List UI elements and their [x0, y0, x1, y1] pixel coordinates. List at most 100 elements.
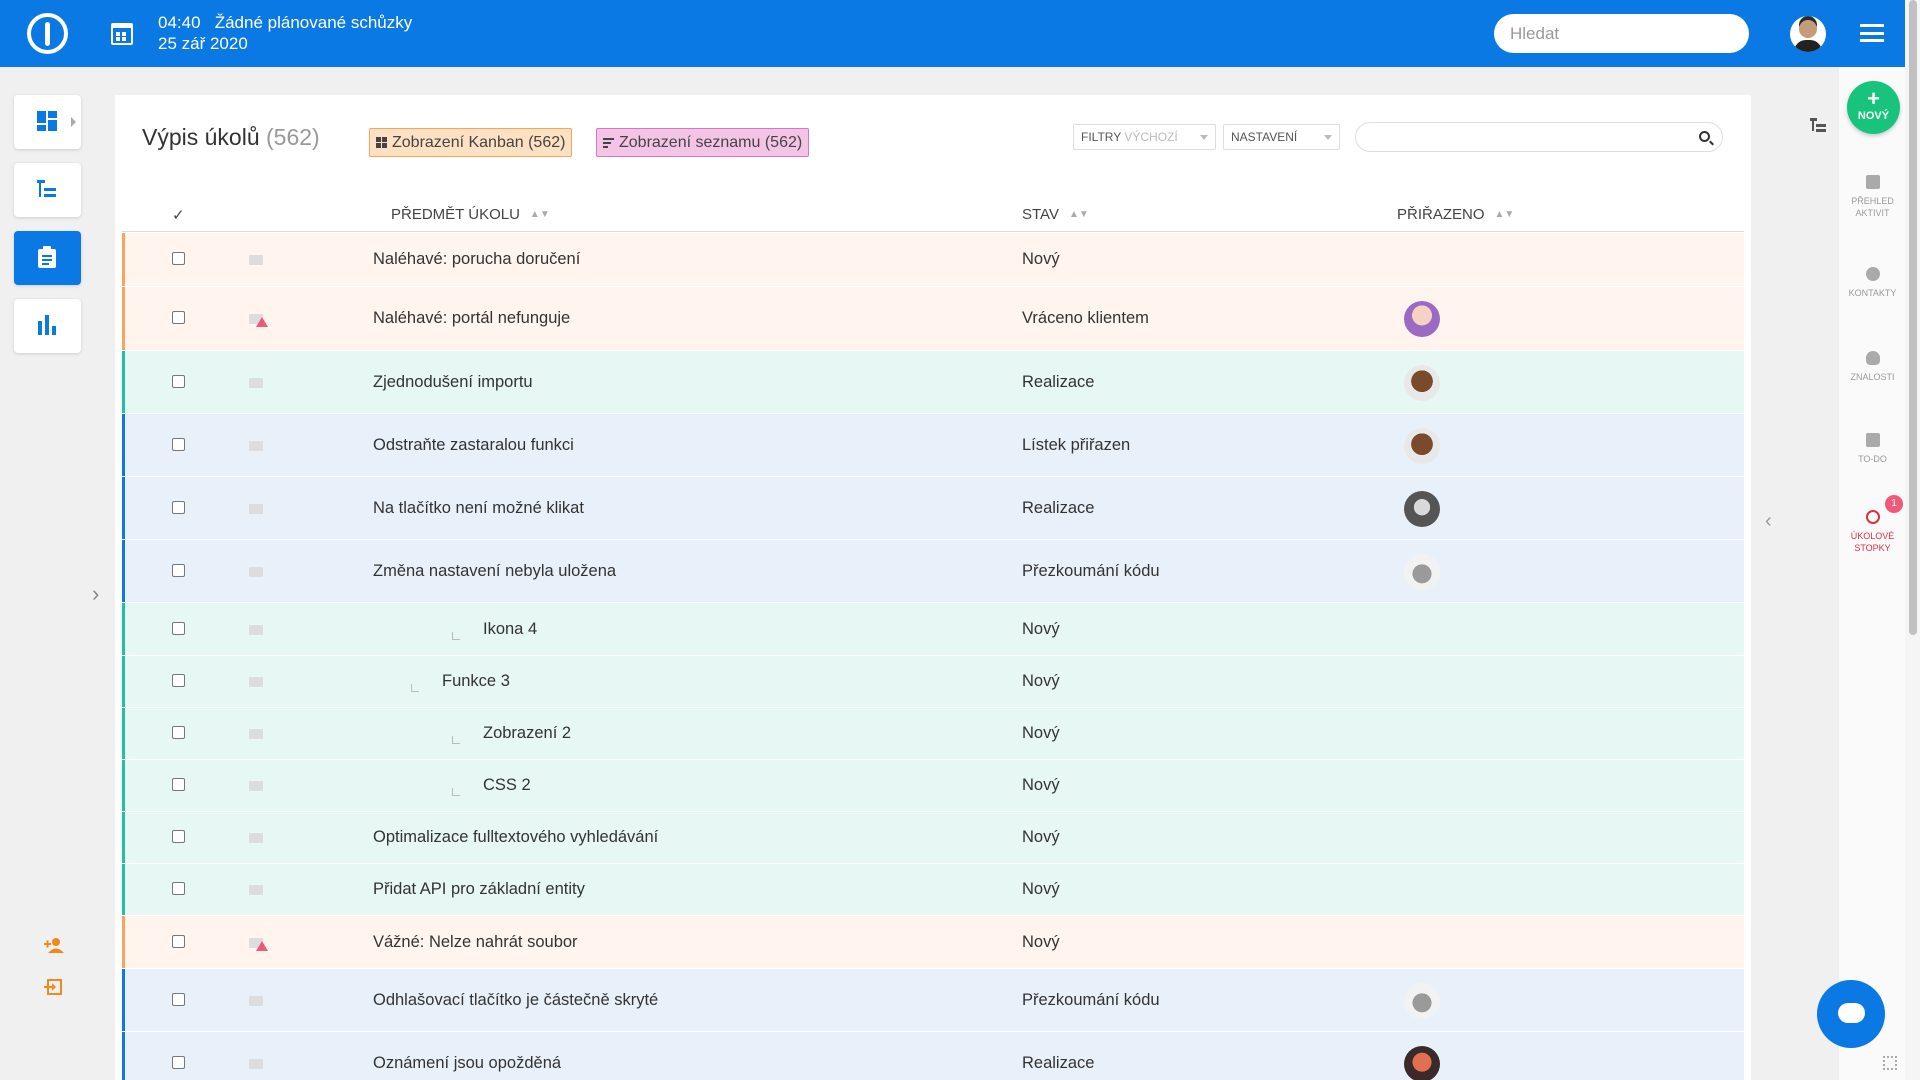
- assignee-avatar[interactable]: [1404, 490, 1440, 527]
- task-subject-link[interactable]: Zobrazení 2: [483, 724, 572, 742]
- kanban-view-button[interactable]: Zobrazení Kanban (562): [369, 128, 573, 157]
- row-checkbox[interactable]: [172, 374, 185, 388]
- mail-icon: [249, 995, 263, 1006]
- task-subject-link[interactable]: CSS 2: [483, 776, 531, 794]
- nav-dashboard-button[interactable]: [14, 95, 81, 149]
- row-checkbox[interactable]: [172, 1055, 185, 1069]
- task-status: Nový: [1022, 250, 1060, 268]
- settings-label: NASTAVENÍ: [1231, 130, 1298, 144]
- left-nav: ›: [0, 67, 100, 1080]
- search-icon[interactable]: [1699, 131, 1710, 142]
- table-row[interactable]: Odstraňte zastaralou funkci Lístek přiřaz…: [122, 414, 1744, 477]
- activity-overview-item[interactable]: PŘEHLED AKTIVIT: [1839, 175, 1906, 219]
- table-row[interactable]: Ikona 4 Nový: [122, 603, 1744, 656]
- table-row[interactable]: Změna nastavení nebyla uložena Přezkoumán…: [122, 540, 1744, 603]
- settings-dropdown[interactable]: NASTAVENÍ: [1223, 124, 1340, 150]
- task-subject-link[interactable]: Odstraňte zastaralou funkci: [373, 435, 574, 454]
- row-checkbox[interactable]: [172, 563, 185, 577]
- app-logo-icon[interactable]: [27, 13, 68, 54]
- col-status-header[interactable]: STAV ▲▼: [1022, 206, 1089, 223]
- table-row[interactable]: Zobrazení 2 Nový: [122, 708, 1744, 760]
- task-subject-link[interactable]: Vážné: Nelze nahrát soubor: [373, 932, 578, 951]
- login-icon[interactable]: [44, 979, 62, 1000]
- hamburger-menu-icon[interactable]: [1860, 24, 1884, 42]
- task-subject-link[interactable]: Funkce 3: [442, 672, 510, 690]
- row-checkbox[interactable]: [172, 437, 185, 451]
- assignee-avatar[interactable]: [1404, 982, 1440, 1019]
- table-row[interactable]: CSS 2 Nový: [122, 760, 1744, 812]
- nav-reports-button[interactable]: [14, 299, 81, 353]
- row-checkbox[interactable]: [172, 311, 185, 324]
- tree-view-icon[interactable]: [1810, 118, 1826, 132]
- row-checkbox[interactable]: [172, 621, 185, 635]
- nav-tasks-button[interactable]: [14, 231, 81, 285]
- list-icon: [603, 138, 614, 148]
- collapse-right-chevron-icon[interactable]: ‹: [1765, 510, 1772, 532]
- col-subject-header[interactable]: PŘEDMĚT ÚKOLU ▲▼: [391, 206, 550, 223]
- scrollbar-thumb[interactable]: [1909, 0, 1917, 635]
- filters-dropdown[interactable]: FILTRY VÝCHOZÍ: [1073, 124, 1216, 150]
- table-row[interactable]: Odhlašovací tlačítko je částečně skryté P…: [122, 969, 1744, 1032]
- task-subject-link[interactable]: Optimalizace fulltextového vyhledávání: [373, 828, 659, 846]
- task-subject-link[interactable]: Na tlačítko není možné klikat: [373, 498, 584, 517]
- row-checkbox[interactable]: [172, 252, 185, 265]
- assignee-avatar[interactable]: [1404, 1045, 1440, 1080]
- expand-sidebar-chevron-icon[interactable]: ›: [92, 581, 100, 606]
- login-glyph: [44, 979, 62, 995]
- page-scrollbar[interactable]: [1905, 0, 1920, 1080]
- row-checkbox[interactable]: [172, 830, 185, 843]
- calendar-icon[interactable]: [111, 23, 133, 45]
- task-timers-item[interactable]: 1 ÚKOLOVÉ STOPKY: [1839, 495, 1906, 554]
- table-row[interactable]: Optimalizace fulltextového vyhledávání No…: [122, 812, 1744, 864]
- todo-item[interactable]: TO-DO: [1839, 433, 1906, 465]
- task-subject-link[interactable]: Odhlašovací tlačítko je částečně skryté: [373, 990, 659, 1009]
- task-subject-link[interactable]: Naléhavé: porucha doručení: [373, 250, 581, 268]
- list-view-button[interactable]: Zobrazení seznamu (562): [596, 128, 810, 157]
- row-checkbox[interactable]: [172, 674, 185, 687]
- settings-arrow-icon: [1324, 135, 1332, 140]
- add-user-icon[interactable]: [44, 937, 64, 958]
- row-priority-bar: [122, 477, 125, 539]
- row-checkbox[interactable]: [172, 882, 185, 895]
- table-row[interactable]: Na tlačítko není možné klikat Realizace: [122, 477, 1744, 540]
- assignee-avatar[interactable]: [1404, 364, 1440, 401]
- table-row[interactable]: Naléhavé: portál nefunguje Vráceno klient…: [122, 287, 1744, 351]
- row-checkbox[interactable]: [172, 934, 185, 948]
- task-subject-link[interactable]: Zjednodušení importu: [373, 372, 533, 391]
- table-row[interactable]: Zjednodušení importu Realizace: [122, 351, 1744, 414]
- row-checkbox[interactable]: [172, 992, 185, 1006]
- task-status: Nový: [1022, 880, 1060, 898]
- row-checkbox[interactable]: [172, 778, 185, 791]
- table-row[interactable]: Naléhavé: porucha doručení Nový: [122, 233, 1744, 287]
- select-all-check[interactable]: ✓: [172, 207, 185, 224]
- task-subject-link[interactable]: Přidat API pro základní entity: [373, 880, 585, 898]
- contacts-item[interactable]: KONTAKTY: [1839, 267, 1906, 299]
- task-subject-link[interactable]: Naléhavé: portál nefunguje: [373, 309, 571, 327]
- assignee-avatar[interactable]: [1404, 427, 1440, 464]
- knowledge-item[interactable]: ZNALOSTI: [1839, 351, 1906, 383]
- task-subject-link[interactable]: Oznámení jsou opožděná: [373, 1053, 562, 1072]
- person-icon: [1865, 267, 1880, 281]
- filters-value: VÝCHOZÍ: [1124, 130, 1178, 144]
- col-status-label: STAV: [1022, 206, 1059, 223]
- col-assigned-header[interactable]: PŘIŘAZENO ▲▼: [1397, 206, 1514, 223]
- row-checkbox[interactable]: [172, 500, 185, 514]
- row-checkbox[interactable]: [172, 726, 185, 739]
- table-row[interactable]: Oznámení jsou opožděná Realizace: [122, 1032, 1744, 1080]
- user-avatar[interactable]: [1790, 16, 1826, 52]
- new-button[interactable]: + NOVÝ: [1847, 81, 1900, 134]
- table-row[interactable]: Přidat API pro základní entity Nový: [122, 864, 1744, 916]
- task-subject-link[interactable]: Ikona 4: [483, 619, 538, 638]
- nav-tree-button[interactable]: [14, 163, 81, 217]
- chat-button[interactable]: [1817, 980, 1885, 1048]
- fullscreen-icon[interactable]: [1883, 1056, 1897, 1070]
- table-row[interactable]: Funkce 3 Nový: [122, 656, 1744, 708]
- global-search-input[interactable]: [1494, 14, 1749, 53]
- timers-label: ÚKOLOVÉ STOPKY: [1850, 531, 1895, 553]
- task-search-input[interactable]: [1355, 122, 1723, 152]
- assignee-avatar[interactable]: [1404, 301, 1440, 337]
- assignee-avatar[interactable]: [1404, 553, 1440, 590]
- table-row[interactable]: Vážné: Nelze nahrát soubor Nový: [122, 916, 1744, 969]
- task-subject-link[interactable]: Změna nastavení nebyla uložena: [373, 561, 617, 580]
- page-title-text: Výpis úkolů: [142, 124, 260, 150]
